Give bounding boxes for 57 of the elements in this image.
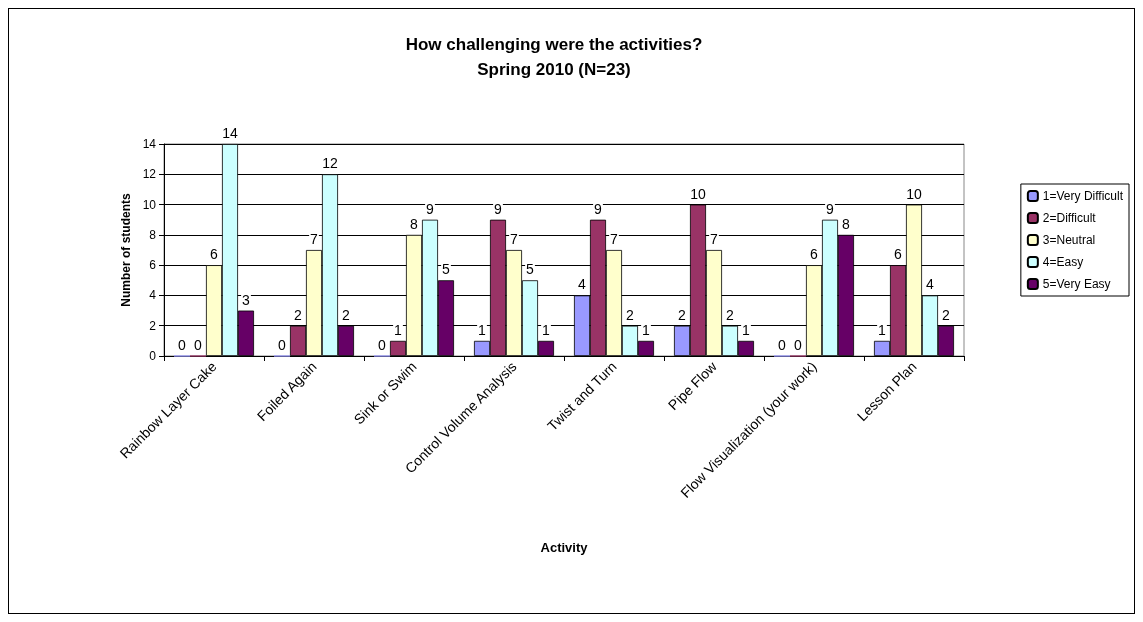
y-tick-label: 6 xyxy=(149,258,157,273)
data-label: 1 xyxy=(394,321,403,338)
legend-label: 5=Very Easy xyxy=(1042,277,1111,291)
data-label: 2 xyxy=(294,306,303,323)
data-label: 9 xyxy=(494,200,503,217)
data-label: 4 xyxy=(578,276,587,293)
data-label: 10 xyxy=(690,185,706,202)
data-label: 6 xyxy=(810,246,819,263)
legend-label: 2=Difficult xyxy=(1042,211,1097,225)
data-label: 7 xyxy=(510,231,519,247)
data-label: 0 xyxy=(794,336,803,353)
legend-label: 3=Neutral xyxy=(1042,233,1096,247)
data-label: 4 xyxy=(926,276,935,293)
y-tick-label: 8 xyxy=(149,227,157,242)
y-axis-title: Number of students xyxy=(118,193,133,307)
y-tick-label: 14 xyxy=(142,137,157,151)
data-label: 1 xyxy=(878,321,887,338)
legend-label: 4=Easy xyxy=(1042,255,1084,269)
data-label: 6 xyxy=(210,246,219,263)
y-tick-label: 12 xyxy=(142,167,157,182)
data-label: 0 xyxy=(194,336,203,353)
data-label: 0 xyxy=(278,336,287,353)
y-tick-label: 4 xyxy=(149,288,157,303)
data-label: 5 xyxy=(442,261,451,278)
y-tick-label: 10 xyxy=(142,197,157,212)
data-label: 6 xyxy=(894,246,903,263)
y-tick-label: 2 xyxy=(149,318,157,333)
data-label: 1 xyxy=(742,321,751,338)
data-label: 2 xyxy=(942,306,951,323)
data-label: 1 xyxy=(478,321,487,338)
data-label: 10 xyxy=(906,185,922,202)
chart-title: How challenging were the activities? xyxy=(405,35,703,54)
data-label: 0 xyxy=(778,336,787,353)
data-label: 1 xyxy=(642,321,651,338)
data-label: 9 xyxy=(594,200,603,217)
data-label: 7 xyxy=(610,231,619,247)
data-label: 0 xyxy=(378,336,387,353)
data-label: 8 xyxy=(410,215,419,232)
y-tick-label: 0 xyxy=(149,349,157,363)
data-label: 14 xyxy=(222,125,238,141)
data-label: 12 xyxy=(322,155,338,172)
data-label: 9 xyxy=(426,200,435,217)
data-label: 1 xyxy=(542,321,551,338)
x-axis-title: Activity xyxy=(540,540,589,555)
data-label: 2 xyxy=(342,306,351,323)
data-label: 3 xyxy=(242,291,251,308)
chart-subtitle: Spring 2010 (N=23) xyxy=(477,60,631,79)
data-label: 2 xyxy=(726,306,735,323)
legend-label: 1=Very Difficult xyxy=(1042,189,1124,203)
data-label: 9 xyxy=(826,200,835,217)
data-label: 0 xyxy=(178,336,187,353)
data-label: 7 xyxy=(310,231,319,247)
data-label: 8 xyxy=(842,215,851,232)
data-label: 2 xyxy=(626,306,635,323)
data-label: 5 xyxy=(526,261,535,278)
data-label: 7 xyxy=(710,231,719,247)
data-label: 2 xyxy=(678,306,687,323)
